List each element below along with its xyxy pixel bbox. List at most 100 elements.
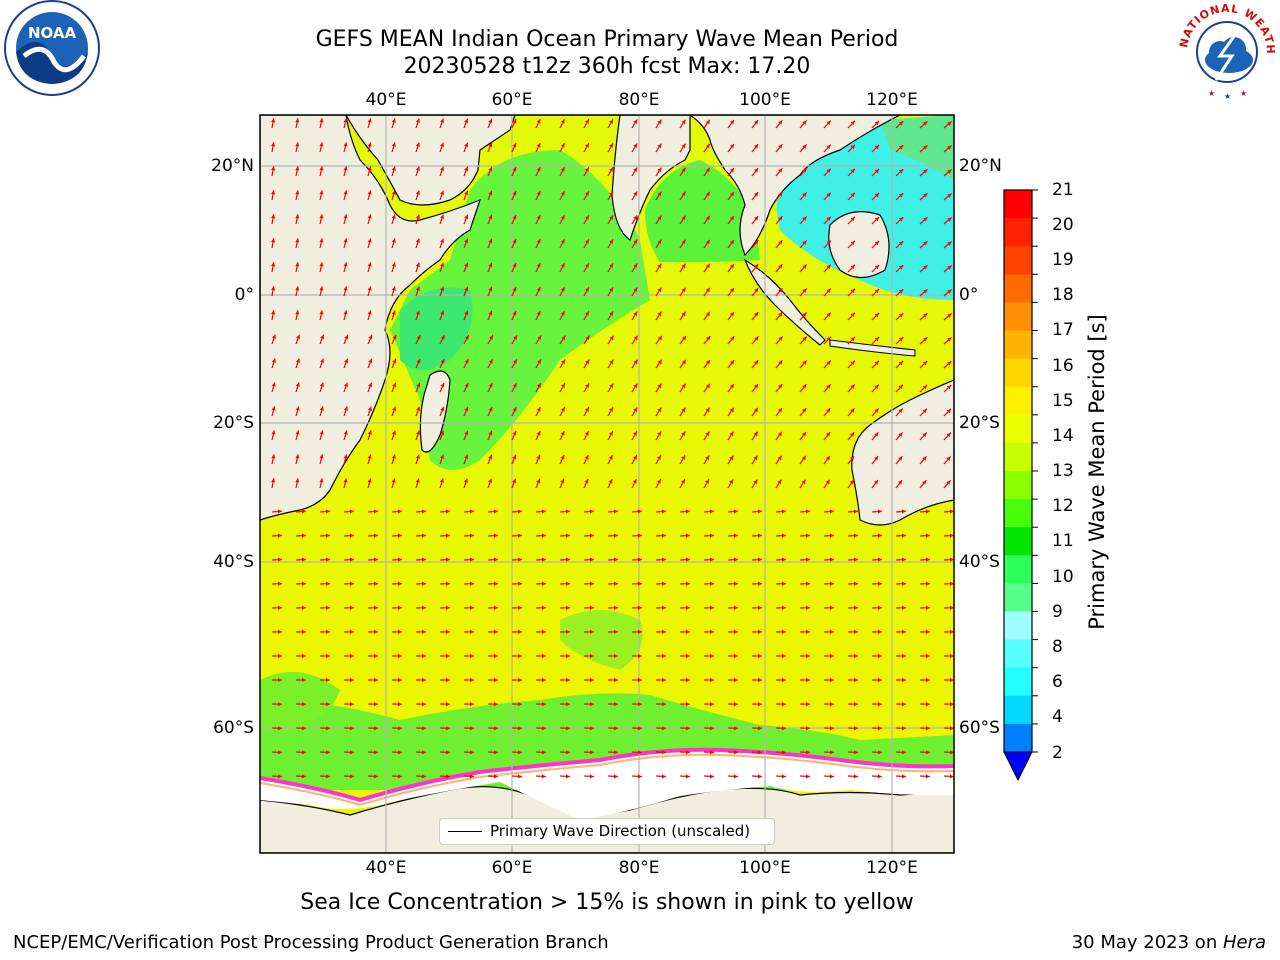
wave-arrow-head (368, 358, 373, 364)
wave-arrow-head (373, 774, 378, 779)
wave-arrow-head (349, 581, 354, 586)
wave-arrow-head (541, 629, 546, 634)
land-madagascar (419, 370, 451, 453)
wave-arrow-head (705, 263, 710, 269)
wave-arrow-head (469, 702, 474, 707)
wave-arrow-head (874, 384, 879, 389)
wave-arrow-head (613, 678, 618, 683)
wave-arrow-head (560, 119, 565, 124)
wave-arrow-head (440, 238, 444, 244)
wave-arrow-head (344, 358, 349, 364)
wave-arrow-head (805, 557, 810, 562)
wave-arrow-head (367, 214, 372, 219)
wave-arrow-head (271, 142, 276, 147)
wave-arrow-head (512, 286, 517, 292)
wave-arrow-head (416, 310, 420, 315)
wave-arrow-head (367, 454, 372, 459)
wave-arrow-head (585, 311, 589, 316)
wave-arrow-head (661, 509, 666, 514)
footer-date: 30 May 2023 on Hera (1072, 932, 1266, 954)
wave-arrow-head (589, 533, 594, 538)
wave-arrow-head (681, 239, 686, 245)
wave-arrow-head (589, 581, 594, 586)
wave-arrow-head (705, 239, 710, 245)
wave-arrow-head (923, 313, 928, 318)
wave-arrow-head (923, 193, 928, 198)
wave-arrow-head (829, 726, 834, 731)
wave-arrow-head (367, 190, 372, 195)
wave-arrow-head (657, 359, 662, 365)
wave-arrow-head (850, 360, 855, 365)
wave-arrow-head (589, 750, 594, 755)
wave-arrow-head (874, 120, 880, 126)
wave-arrow-head (901, 774, 906, 779)
wave-arrow-head (584, 454, 589, 460)
wave-arrow-head (469, 653, 474, 658)
wave-arrow-head (421, 678, 426, 683)
wave-arrow-head (295, 214, 300, 219)
wave-arrow-head (733, 605, 738, 610)
wave-arrow-head (271, 382, 276, 387)
colorbar-tick-10: 10 (1052, 567, 1074, 587)
wave-arrow-head (657, 119, 662, 125)
wave-arrow-head (416, 286, 420, 291)
wave-arrow-head (901, 605, 906, 610)
wave-arrow-head (874, 432, 879, 437)
wave-arrow-head (826, 264, 831, 269)
wave-arrow-head (947, 313, 952, 318)
wave-arrow-head (705, 119, 710, 125)
wave-arrow-head (657, 287, 662, 293)
wave-arrow-head (923, 337, 928, 342)
colorbar-tick-6: 6 (1052, 672, 1063, 692)
wave-arrow-head (585, 191, 589, 196)
wave-arrow-head (416, 406, 421, 412)
wave-arrow-head (781, 533, 786, 538)
wave-arrow-head (874, 216, 880, 222)
wave-arrow-head (445, 774, 450, 779)
wave-arrow-head (853, 509, 858, 514)
wave-arrow-head (589, 774, 594, 779)
wave-arrow-head (874, 480, 879, 485)
wave-arrow-head (440, 142, 444, 148)
wave-arrow-head (805, 509, 810, 514)
wave-arrow-head (343, 454, 348, 459)
wave-arrow-head (637, 750, 642, 755)
wave-arrow-head (349, 533, 354, 538)
wave-arrow-head (320, 334, 325, 340)
wave-arrow-head (277, 557, 282, 562)
wave-arrow-head (517, 605, 522, 610)
wave-arrow-head (295, 142, 300, 147)
wave-arrow-head (319, 286, 324, 291)
graticule (260, 115, 954, 853)
wave-arrow-head (589, 653, 594, 658)
wave-arrow-head (295, 406, 300, 411)
wave-arrow-head (440, 214, 444, 220)
wave-arrow-head (541, 509, 546, 514)
wave-arrow-head (781, 726, 786, 731)
wave-arrow-head (754, 216, 759, 221)
wave-arrow-head (464, 118, 469, 124)
wave-arrow-head (295, 238, 300, 243)
wave-arrow-head (416, 334, 421, 340)
wave-arrow-head (416, 142, 420, 147)
wave-arrow-head (805, 702, 810, 707)
wave-arrow-head (681, 191, 686, 197)
wave-arrow-head (440, 262, 444, 268)
wave-arrow-head (325, 557, 330, 562)
footer-date-text: 30 May 2023 on (1071, 932, 1223, 953)
wave-arrow-head (609, 431, 613, 436)
wave-arrow-head (421, 726, 426, 731)
wave-arrow-head (613, 774, 618, 779)
lon-tick-bottom-120e: 120°E (866, 858, 918, 878)
wave-arrow-head (805, 581, 810, 586)
wave-arrow-head (657, 335, 662, 341)
noaa-logo: NOAA (4, 0, 100, 96)
wave-arrow-head (877, 726, 882, 731)
wave-arrow-head (585, 407, 589, 412)
wave-arrow-head (301, 726, 306, 731)
wave-arrow-head (685, 774, 690, 779)
wave-arrow-head (421, 605, 426, 610)
wave-arrow-head (898, 241, 904, 246)
wave-arrow-head (898, 145, 904, 150)
wave-arrow-head (754, 336, 759, 341)
